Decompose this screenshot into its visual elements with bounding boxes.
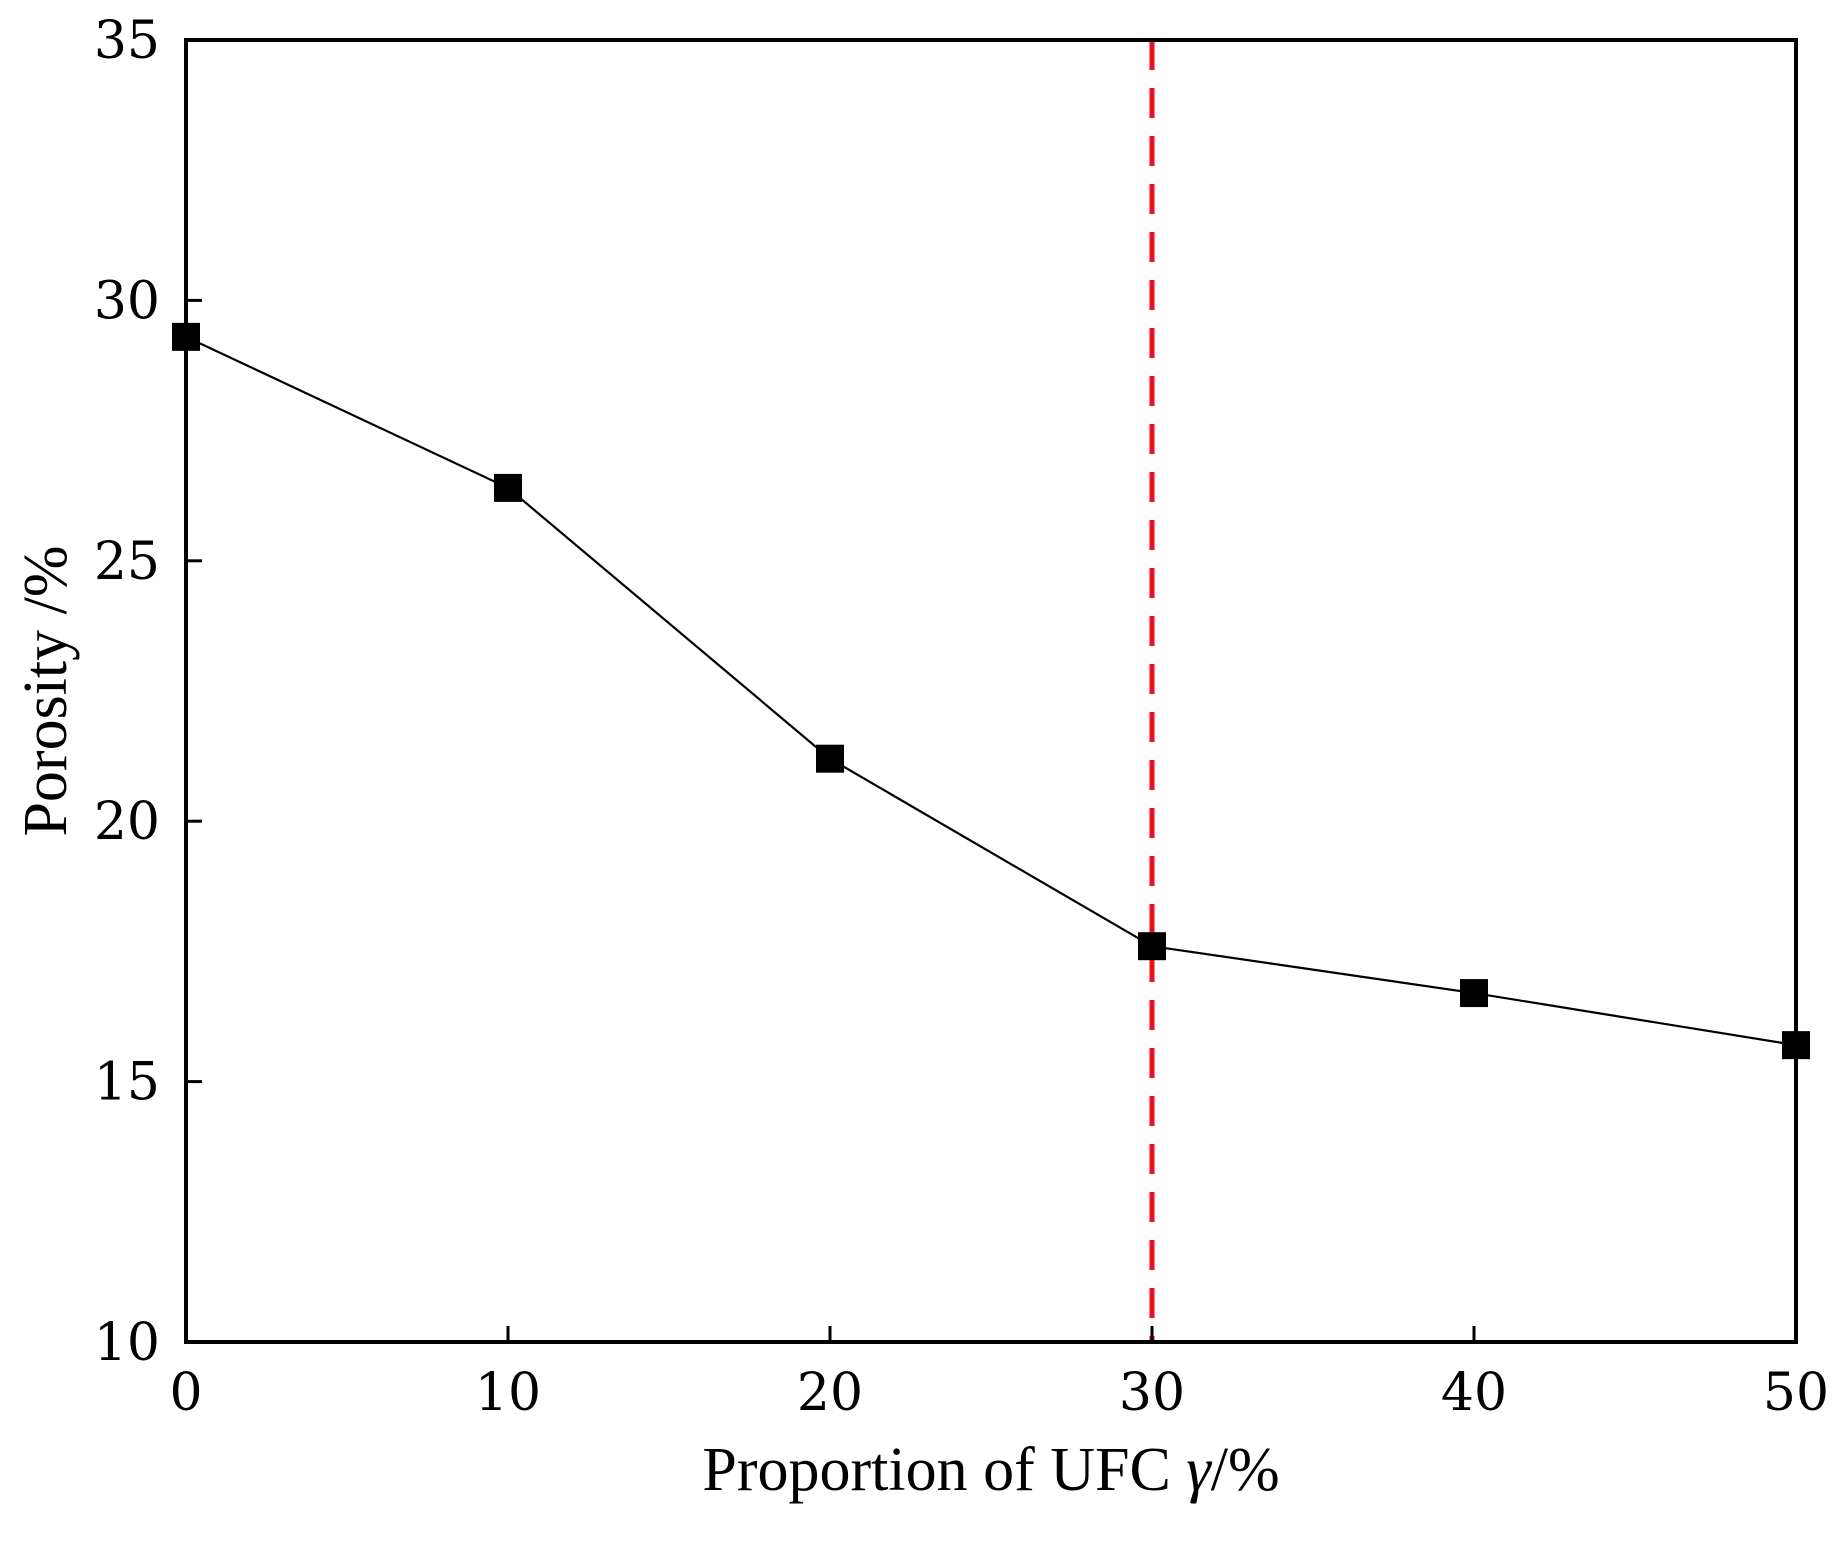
y-tick-label-15: 15: [94, 1053, 160, 1113]
y-tick-label-30: 30: [94, 271, 160, 331]
x-tick-label-20: 20: [797, 1363, 863, 1423]
x-axis-title-unit: /%: [1211, 1436, 1280, 1504]
x-axis-title-symbol: γ: [1186, 1436, 1212, 1504]
data-point-x40: [1460, 979, 1488, 1008]
x-tick-label-0: 0: [169, 1363, 202, 1423]
series-line: [185, 335, 1797, 1047]
y-tick-label-25: 25: [94, 532, 160, 592]
x-tick-label-50: 50: [1763, 1363, 1829, 1423]
data-point-x30: [1138, 932, 1166, 961]
x-tick-label-10: 10: [475, 1363, 541, 1423]
data-point-x10: [494, 473, 522, 502]
x-axis-title-main: Proportion of UFC: [702, 1436, 1186, 1504]
plot-layer: [172, 40, 1810, 1342]
x-axis-title: Proportion of UFC γ/%: [702, 1436, 1279, 1504]
y-tick-label-20: 20: [94, 792, 160, 852]
x-tick-label-30: 30: [1119, 1363, 1185, 1423]
y-axis-title: Porosity /%: [12, 545, 80, 836]
y-tick-label-10: 10: [94, 1313, 160, 1373]
data-point-x20: [816, 744, 844, 773]
plot-frame: [184, 38, 1798, 1344]
x-tick-label-40: 40: [1441, 1363, 1507, 1423]
y-tick-label-35: 35: [94, 11, 160, 71]
